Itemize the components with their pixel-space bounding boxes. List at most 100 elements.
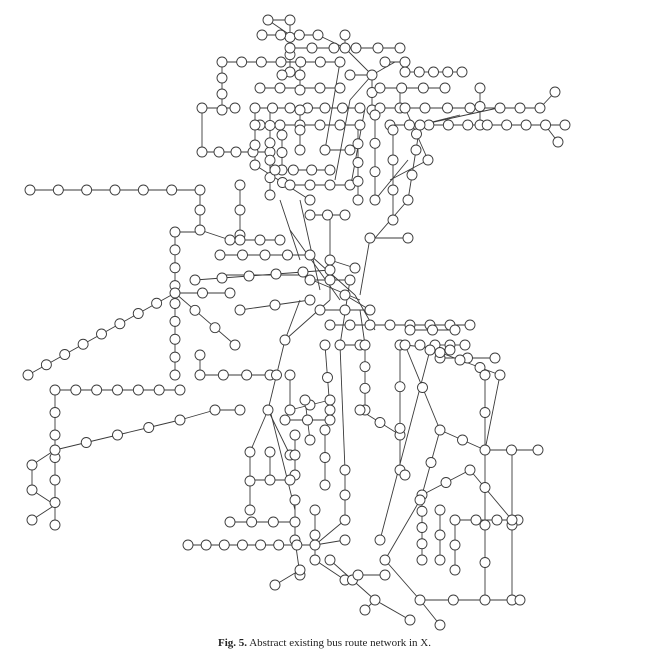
bus-stop-node <box>354 119 366 131</box>
route-edge <box>267 374 277 411</box>
bus-stop-node <box>294 564 306 576</box>
bus-stop-node <box>269 299 281 311</box>
bus-stop-node <box>224 287 236 299</box>
bus-stop-node <box>194 224 206 236</box>
bus-stop-node <box>109 184 121 196</box>
bus-stop-node <box>339 304 351 316</box>
bus-stop-node <box>350 42 362 54</box>
bus-stop-node <box>506 514 518 526</box>
route-edge <box>421 462 432 496</box>
bus-stop-node <box>479 594 491 606</box>
bus-stop-node <box>334 119 346 131</box>
bus-stop-node <box>434 619 446 631</box>
bus-stop-node <box>319 424 331 436</box>
route-edge <box>484 374 501 451</box>
bus-stop-node <box>364 304 376 316</box>
bus-stop-node <box>284 404 296 416</box>
bus-stop-node <box>540 119 552 131</box>
bus-stop-node <box>454 354 466 366</box>
bus-stop-node <box>249 139 261 151</box>
bus-stop-node <box>404 324 416 336</box>
bus-stop-node <box>234 179 246 191</box>
bus-stop-node <box>284 14 296 26</box>
bus-stop-node <box>479 444 491 456</box>
bus-stop-node <box>169 298 181 309</box>
bus-stop-node <box>59 349 71 360</box>
bus-stop-node <box>189 274 201 286</box>
bus-stop-node <box>52 184 64 196</box>
route-edge <box>314 519 346 546</box>
bus-stop-node <box>447 594 459 606</box>
route-edge <box>274 299 311 306</box>
bus-stop-node <box>234 404 246 416</box>
bus-stop-node <box>26 514 38 526</box>
bus-stop-node <box>254 234 266 246</box>
bus-stop-node <box>244 475 256 487</box>
bus-stop-node <box>137 184 149 196</box>
bus-stop-node <box>174 384 186 396</box>
bus-stop-node <box>444 344 456 356</box>
bus-stop-node <box>399 102 411 114</box>
bus-stop-node <box>344 274 356 286</box>
bus-stop-node <box>414 119 426 131</box>
bus-stop-node <box>153 384 165 396</box>
bus-stop-node <box>462 119 474 131</box>
bus-stop-node <box>442 119 454 131</box>
bus-stop-node <box>309 539 321 551</box>
bus-stop-node <box>474 101 486 112</box>
bus-stop-node <box>479 557 491 568</box>
bus-stop-node <box>49 444 61 456</box>
bus-stop-node <box>559 119 571 131</box>
bus-stop-node <box>216 272 228 284</box>
bus-stop-node <box>304 274 316 286</box>
bus-stop-node <box>197 287 208 299</box>
route-edge <box>284 299 301 341</box>
bus-stop-node <box>369 194 381 206</box>
bus-stop-node <box>384 319 396 331</box>
bus-stop-node <box>244 504 256 516</box>
bus-stop-node <box>267 102 278 114</box>
bus-stop-node <box>359 339 371 351</box>
bus-stop-node <box>314 56 326 68</box>
bus-stop-node <box>151 297 163 309</box>
bus-stop-node <box>339 209 351 221</box>
bus-stop-node <box>256 29 268 41</box>
bus-stop-node <box>411 128 422 140</box>
bus-stop-node <box>24 184 36 196</box>
bus-stop-node <box>169 369 181 381</box>
bus-stop-node <box>369 109 381 121</box>
bus-stop-node <box>374 534 386 546</box>
bus-stop-node <box>354 102 366 114</box>
bus-stop-node <box>297 266 309 278</box>
bus-stop-node <box>440 477 452 488</box>
bus-stop-node <box>309 504 321 516</box>
bus-stop-node <box>419 102 431 114</box>
route-edge <box>404 344 423 388</box>
bus-stop-node <box>514 594 526 606</box>
bus-stop-node <box>379 569 391 581</box>
bus-stop-node <box>270 268 282 280</box>
bus-stop-node <box>314 82 326 94</box>
bus-stop-node <box>328 42 340 54</box>
bus-stop-node <box>352 194 364 206</box>
bus-stop-node <box>264 172 276 184</box>
bus-stop-node <box>349 262 361 274</box>
bus-stop-node <box>324 274 336 286</box>
route-edge <box>389 159 429 181</box>
bus-stop-node <box>234 204 246 216</box>
bus-stop-node <box>241 369 253 381</box>
bus-stop-node <box>132 384 144 396</box>
bus-stop-node <box>457 434 468 446</box>
bus-stop-node <box>344 319 356 331</box>
bus-stop-node <box>49 384 61 396</box>
bus-stop-node <box>324 164 336 176</box>
bus-stop-node <box>49 429 61 441</box>
bus-stop-node <box>291 539 303 551</box>
bus-stop-node <box>236 56 248 68</box>
route-edge <box>324 61 341 151</box>
bus-stop-node <box>112 429 123 441</box>
bus-stop-node <box>372 42 384 54</box>
bus-stop-node <box>369 594 381 606</box>
route-edge <box>249 409 269 453</box>
